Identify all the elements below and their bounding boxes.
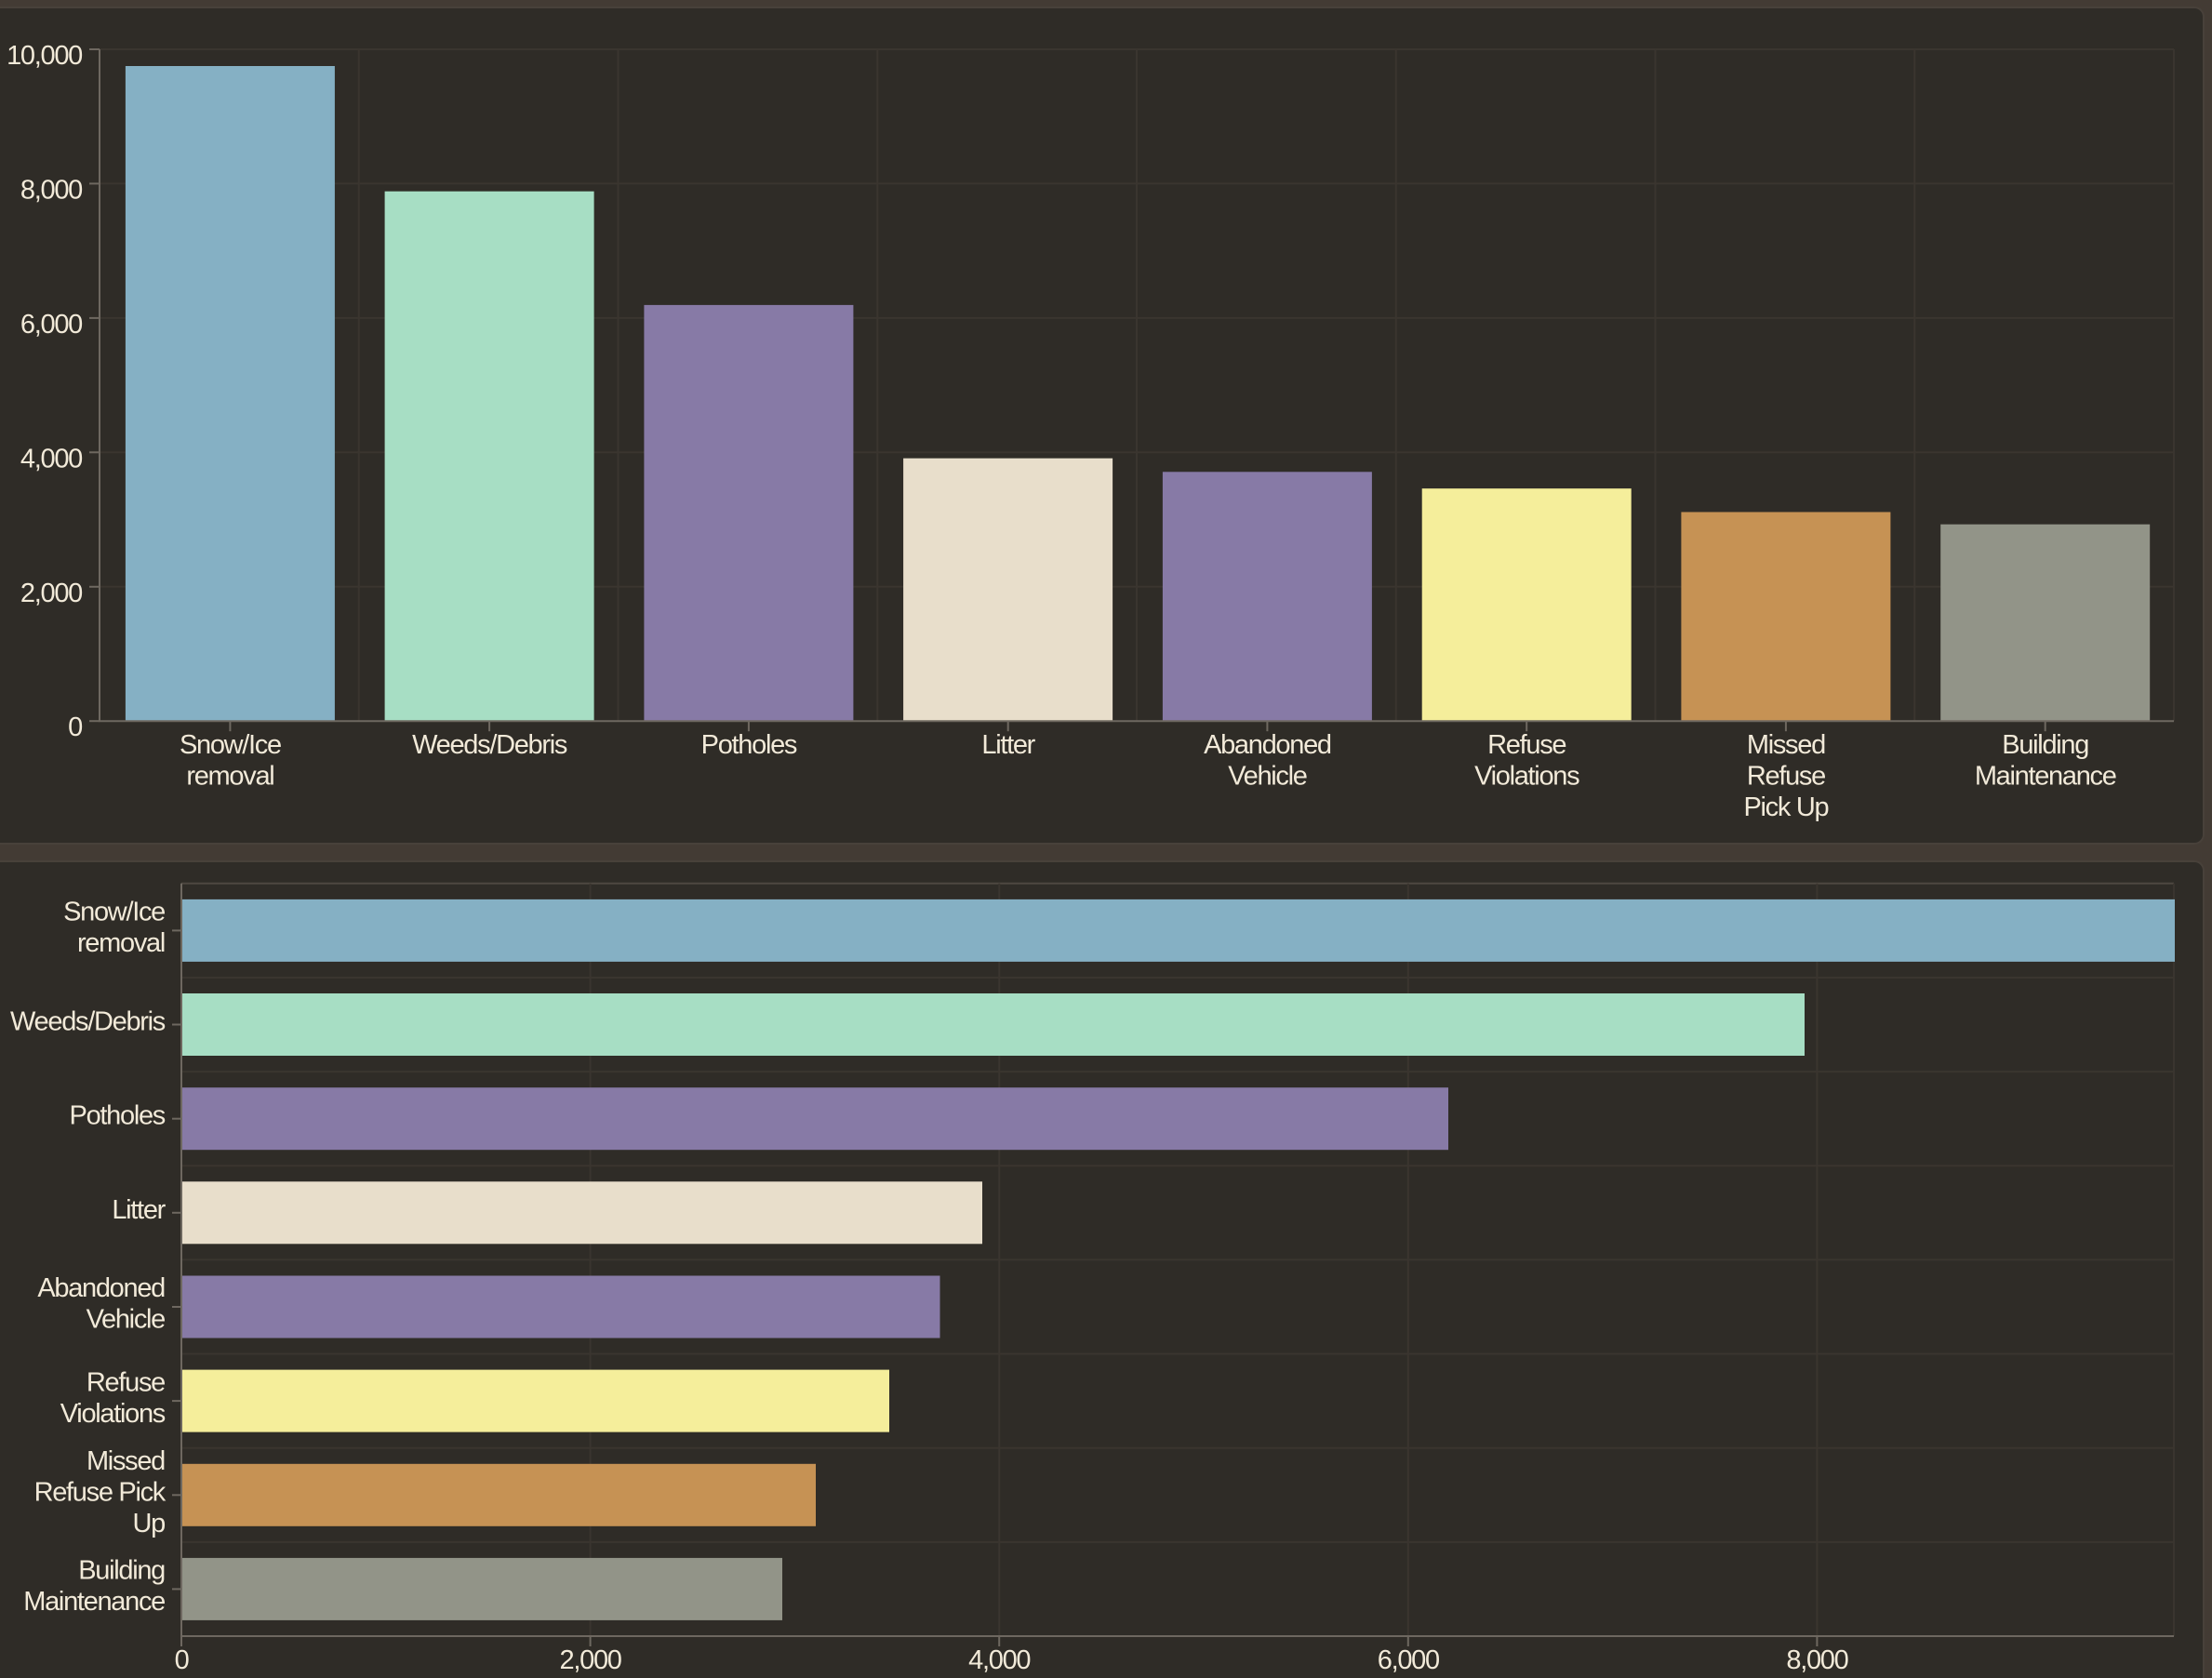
svg-text:Missed: Missed [1747,730,1825,760]
svg-text:4,000: 4,000 [20,444,82,473]
svg-text:2,000: 2,000 [20,579,82,608]
svg-text:Abandoned: Abandoned [37,1273,165,1303]
svg-text:6,000: 6,000 [1378,1645,1439,1675]
svg-text:8,000: 8,000 [20,175,82,205]
svg-text:Litter: Litter [981,730,1035,760]
svg-text:Snow/Ice: Snow/Ice [63,898,165,927]
svg-text:Maintenance: Maintenance [23,1587,165,1617]
svg-text:8,000: 8,000 [1786,1645,1847,1675]
svg-text:Pick Up: Pick Up [1743,792,1828,822]
svg-text:Violations: Violations [1474,761,1579,791]
svg-text:Refuse: Refuse [87,1367,165,1397]
svg-text:Refuse Pick: Refuse Pick [34,1477,167,1507]
svg-text:Building: Building [2002,730,2088,760]
svg-text:Maintenance: Maintenance [1975,761,2116,791]
svg-text:10,000: 10,000 [7,41,82,71]
svg-text:Up: Up [133,1509,166,1538]
svg-text:Refuse: Refuse [1487,730,1566,760]
svg-text:Abandoned: Abandoned [1204,730,1331,760]
svg-text:Weeds/Debris: Weeds/Debris [412,730,567,760]
svg-text:Snow/Ice: Snow/Ice [180,730,281,760]
svg-text:Vehicle: Vehicle [87,1305,166,1335]
svg-text:Potholes: Potholes [701,730,797,760]
svg-text:Refuse: Refuse [1747,761,1825,791]
svg-text:0: 0 [175,1645,189,1675]
svg-text:Litter: Litter [112,1195,166,1225]
svg-text:Building: Building [78,1556,165,1586]
svg-text:0: 0 [68,712,82,742]
svg-text:2,000: 2,000 [560,1645,621,1675]
svg-text:Missed: Missed [87,1446,165,1476]
svg-text:removal: removal [186,761,273,791]
svg-text:Weeds/Debris: Weeds/Debris [10,1007,166,1037]
svg-text:Violations: Violations [60,1399,166,1429]
svg-text:6,000: 6,000 [20,310,82,340]
svg-text:4,000: 4,000 [968,1645,1030,1675]
svg-text:removal: removal [77,928,165,958]
svg-text:Vehicle: Vehicle [1228,761,1307,791]
svg-text:Potholes: Potholes [70,1101,166,1131]
